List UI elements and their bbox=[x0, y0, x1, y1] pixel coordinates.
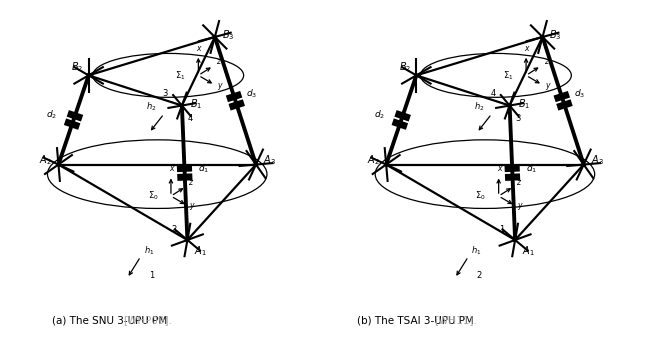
Text: 1: 1 bbox=[149, 272, 154, 280]
Text: $x$: $x$ bbox=[496, 164, 504, 173]
Text: $A_2$: $A_2$ bbox=[367, 153, 379, 167]
Text: $A_1$: $A_1$ bbox=[522, 244, 535, 258]
Text: $z$: $z$ bbox=[188, 178, 195, 187]
Text: [WH11].: [WH11]. bbox=[434, 315, 477, 325]
Text: $B_1$: $B_1$ bbox=[518, 97, 530, 111]
Text: $h_2$: $h_2$ bbox=[474, 101, 485, 113]
Text: $d_1$: $d_1$ bbox=[199, 162, 210, 175]
Text: $A_2$: $A_2$ bbox=[39, 153, 51, 167]
Text: $d_2$: $d_2$ bbox=[46, 108, 57, 121]
Text: 4: 4 bbox=[188, 114, 193, 123]
Text: $x$: $x$ bbox=[524, 44, 531, 53]
Text: $A_3$: $A_3$ bbox=[263, 153, 276, 167]
Text: $z$: $z$ bbox=[544, 57, 550, 66]
Text: $d_3$: $d_3$ bbox=[247, 87, 258, 100]
Text: $z$: $z$ bbox=[216, 57, 222, 66]
Text: $y$: $y$ bbox=[545, 81, 552, 92]
Text: (b) The TSAI 3-UPU PM: (b) The TSAI 3-UPU PM bbox=[357, 315, 477, 325]
Text: $y$: $y$ bbox=[190, 201, 196, 213]
Text: $h_2$: $h_2$ bbox=[147, 101, 157, 113]
Text: 3: 3 bbox=[163, 89, 168, 98]
Text: $B_3$: $B_3$ bbox=[222, 29, 234, 42]
Text: $B_2$: $B_2$ bbox=[398, 60, 411, 74]
Text: 4: 4 bbox=[491, 89, 496, 98]
Text: $z$: $z$ bbox=[516, 178, 522, 187]
Text: $y$: $y$ bbox=[517, 201, 524, 213]
Text: 2: 2 bbox=[477, 272, 482, 280]
Text: 1: 1 bbox=[498, 225, 504, 234]
Text: $A_1$: $A_1$ bbox=[194, 244, 207, 258]
Text: 3: 3 bbox=[515, 114, 520, 123]
Text: $\Sigma_1$: $\Sigma_1$ bbox=[503, 69, 513, 82]
Text: $x$: $x$ bbox=[197, 44, 203, 53]
Text: $d_1$: $d_1$ bbox=[526, 162, 537, 175]
Text: $y$: $y$ bbox=[217, 81, 224, 92]
Text: $\Sigma_1$: $\Sigma_1$ bbox=[175, 69, 186, 82]
Text: $x$: $x$ bbox=[169, 164, 176, 173]
Text: [WHP09].: [WHP09]. bbox=[123, 315, 172, 325]
Text: $B_2$: $B_2$ bbox=[71, 60, 83, 74]
Text: $d_3$: $d_3$ bbox=[574, 87, 585, 100]
Text: $A_3$: $A_3$ bbox=[591, 153, 604, 167]
Text: $\Sigma_0$: $\Sigma_0$ bbox=[148, 190, 158, 202]
Text: $B_1$: $B_1$ bbox=[190, 97, 202, 111]
Text: $h_1$: $h_1$ bbox=[144, 245, 154, 257]
Text: $B_3$: $B_3$ bbox=[550, 29, 562, 42]
Text: $d_2$: $d_2$ bbox=[374, 108, 385, 121]
Text: $\Sigma_0$: $\Sigma_0$ bbox=[476, 190, 486, 202]
Text: $h_1$: $h_1$ bbox=[471, 245, 482, 257]
Text: (a) The SNU 3-UPU PM: (a) The SNU 3-UPU PM bbox=[52, 315, 171, 325]
Text: 2: 2 bbox=[171, 225, 176, 234]
